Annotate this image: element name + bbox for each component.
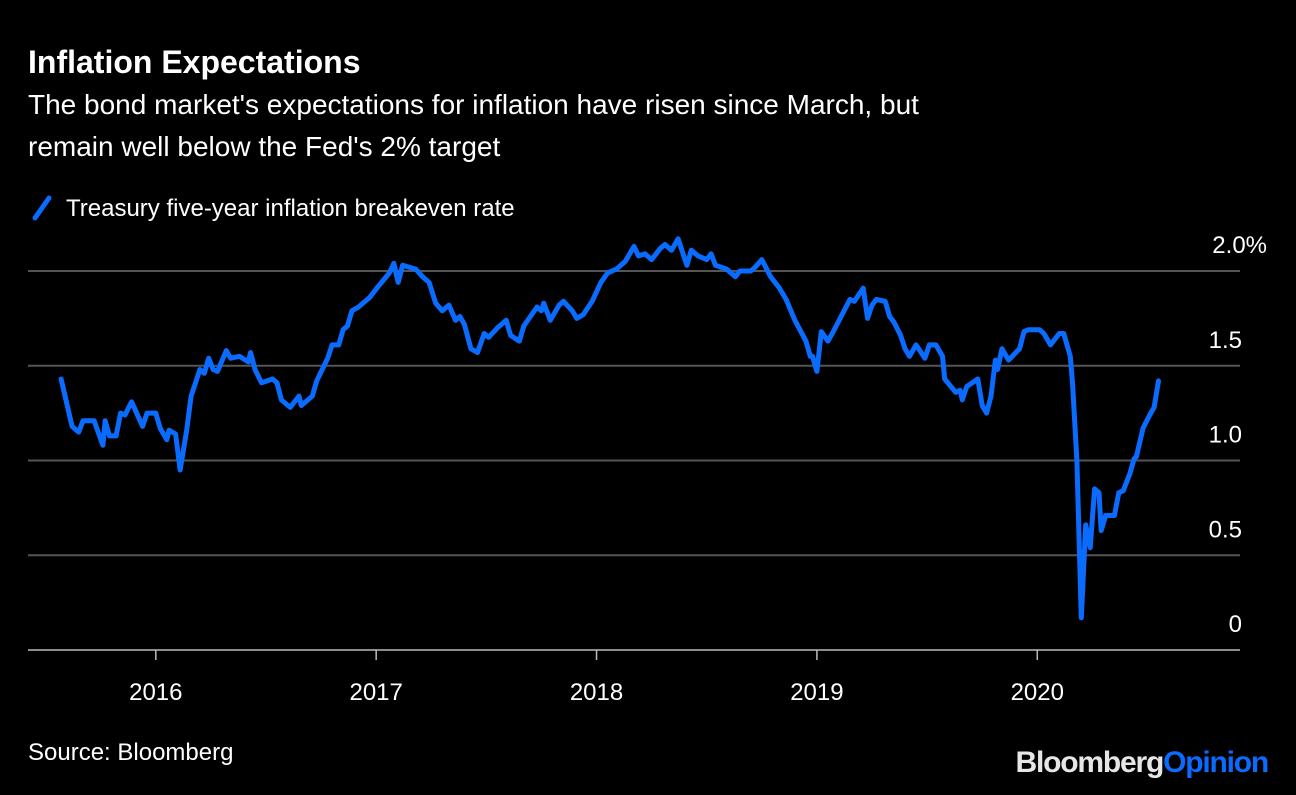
x-axis: 2016 2017 2018 2019 2020 — [129, 650, 1064, 706]
x-tick-label: 2018 — [570, 679, 623, 706]
chart-subtitle-line-2: remain well below the Fed's 2% target — [28, 131, 500, 162]
bloomberg-opinion-logo: BloombergOpinion — [1016, 746, 1268, 779]
series-line-breakeven-rate — [58, 236, 1161, 621]
x-tick-label: 2020 — [1011, 679, 1064, 706]
y-tick-label: 1.5 — [1209, 327, 1242, 354]
gridlines — [28, 270, 1240, 557]
chart-subtitle-line-1: The bond market's expectations for infla… — [28, 89, 919, 120]
y-tick-label: 2.0% — [1212, 232, 1267, 259]
x-tick-label: 2019 — [790, 679, 843, 706]
source-note: Source: Bloomberg — [28, 739, 233, 766]
logo-bloomberg: Bloomberg — [1016, 746, 1164, 779]
x-tick-label: 2016 — [129, 679, 182, 706]
chart-title: Inflation Expectations — [28, 44, 360, 80]
legend: Treasury five-year inflation breakeven r… — [32, 195, 515, 222]
y-tick-label: 0.5 — [1209, 516, 1242, 543]
legend-label: Treasury five-year inflation breakeven r… — [66, 195, 515, 222]
legend-swatch — [32, 195, 52, 221]
logo-opinion: Opinion — [1163, 746, 1268, 779]
y-axis: 0 0.5 1.0 1.5 2.0% — [1209, 232, 1267, 638]
x-tick-label: 2017 — [349, 679, 402, 706]
y-tick-label: 1.0 — [1209, 422, 1242, 449]
y-tick-label: 0 — [1229, 611, 1242, 638]
